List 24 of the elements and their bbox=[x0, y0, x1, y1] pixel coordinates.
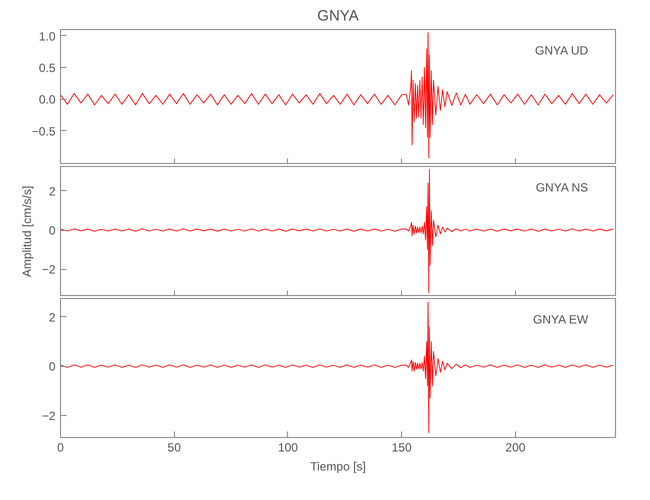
annotation: GNYA NS bbox=[536, 180, 588, 194]
line-series bbox=[60, 32, 614, 159]
y-tick-label: 2 bbox=[48, 310, 56, 324]
x-tick-label: 0 bbox=[57, 440, 64, 454]
y-tick-label: 0.5 bbox=[38, 61, 56, 76]
chart-title: GNYA bbox=[317, 8, 359, 24]
line-series bbox=[60, 169, 614, 293]
x-tick-label: 200 bbox=[505, 440, 526, 454]
y-tick-label: 0 bbox=[48, 360, 56, 374]
x-tick-label: 150 bbox=[392, 440, 412, 454]
x-axis-title: Tiempo [s] bbox=[310, 460, 366, 474]
y-tick-label: −2 bbox=[42, 408, 56, 423]
y-tick-label: −0.5 bbox=[32, 124, 56, 138]
y-tick-label: −2 bbox=[42, 262, 56, 277]
annotation: GNYA EW bbox=[533, 312, 589, 326]
y-tick-label: 1.0 bbox=[38, 29, 56, 44]
y-tick-label: 0 bbox=[48, 224, 56, 238]
annotation: GNYA UD bbox=[535, 44, 589, 58]
y-tick-label: 2 bbox=[48, 184, 56, 198]
x-tick-label: 50 bbox=[168, 440, 182, 454]
x-tick-label: 100 bbox=[278, 440, 298, 454]
y-axis-title: Amplitud [cm/s/s] bbox=[20, 186, 34, 278]
y-tick-label: 0.0 bbox=[38, 92, 56, 107]
line-series bbox=[60, 302, 614, 433]
